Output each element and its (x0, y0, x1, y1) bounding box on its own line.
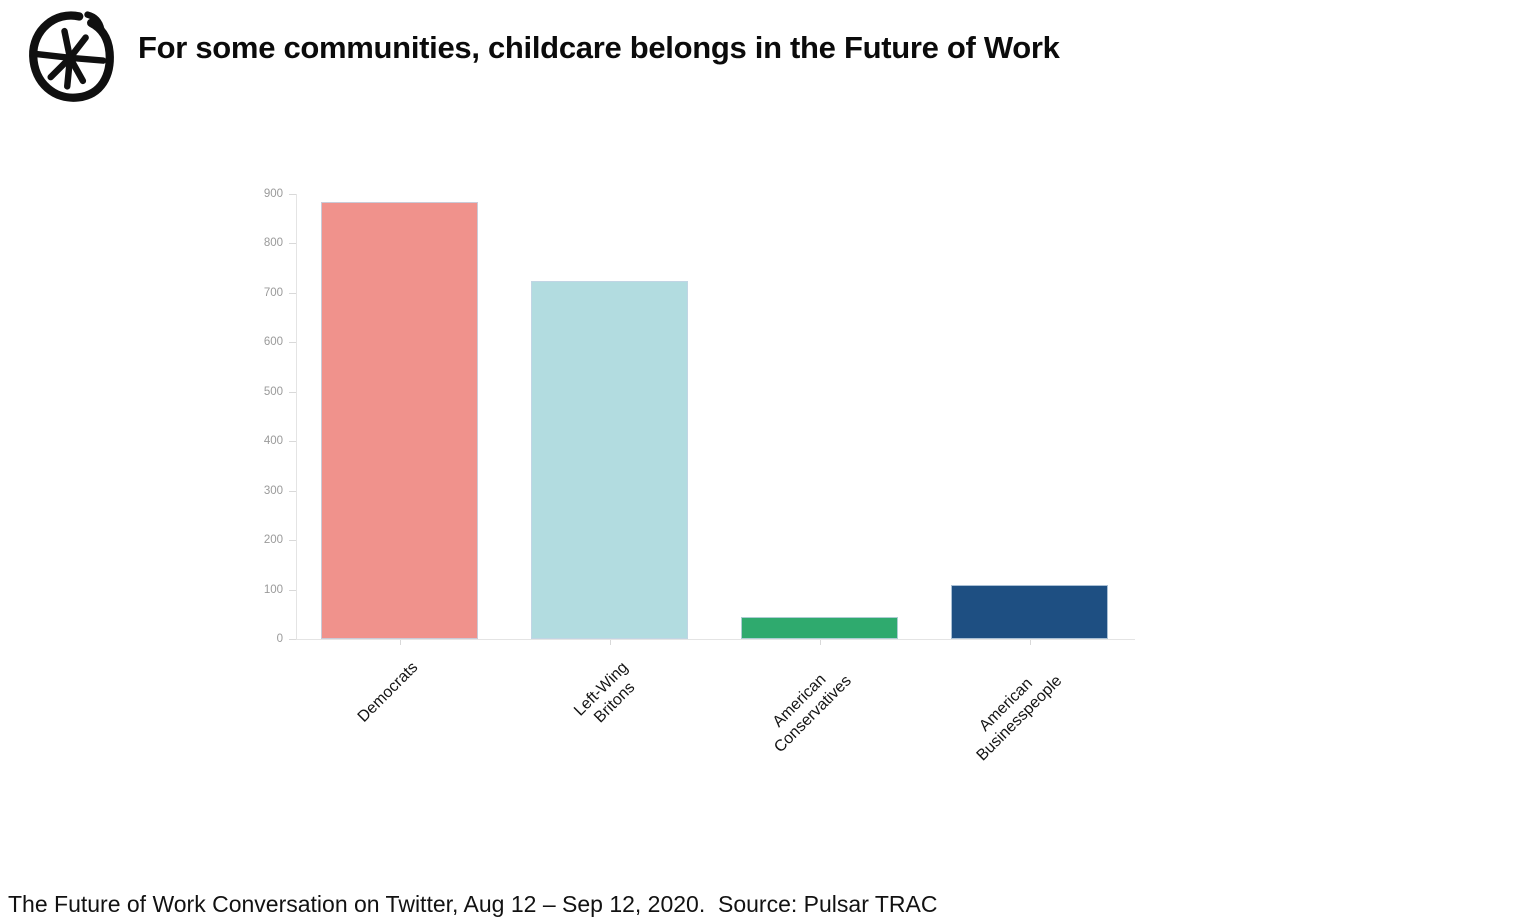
x-axis-tick-democrats (399, 640, 401, 645)
x-axis-label-american-conservatives: American Conservatives (769, 670, 855, 757)
y-axis-tick-700 (289, 292, 296, 294)
x-axis-tick-american-businesspeople (1029, 640, 1031, 645)
y-axis-tick-500 (289, 391, 296, 393)
y-axis-line (296, 194, 297, 639)
bar-american-businesspeople (951, 585, 1108, 639)
bar-american-conservatives (741, 617, 898, 639)
y-axis-tick-300 (289, 490, 296, 492)
y-axis-tick-200 (289, 540, 296, 542)
y-axis-label-300: 300 (263, 484, 283, 497)
pulsar-logo (29, 11, 114, 102)
y-axis-label-700: 700 (263, 286, 283, 299)
x-axis-label-left-wing-britons: Left-Wing Britons (571, 659, 639, 727)
y-axis-tick-600 (289, 342, 296, 344)
y-axis-label-900: 900 (263, 188, 283, 200)
y-axis-label-0: 0 (276, 633, 283, 645)
y-axis-label-600: 600 (263, 336, 283, 349)
y-axis-label-100: 100 (263, 583, 283, 596)
x-axis-tick-american-conservatives (819, 640, 821, 645)
x-axis-label-democrats: Democrats (354, 659, 422, 726)
y-axis-tick-900 (289, 194, 296, 195)
y-axis-label-400: 400 (263, 435, 283, 448)
y-axis-label-200: 200 (263, 534, 283, 547)
y-axis-tick-400 (289, 441, 296, 443)
y-axis-tick-0 (289, 639, 296, 640)
bar-left-wing-britons (531, 281, 688, 639)
header: For some communities, childcare belongs … (0, 0, 1536, 110)
x-axis-tick-left-wing-britons (609, 640, 611, 645)
source-caption: The Future of Work Conversation on Twitt… (8, 891, 938, 917)
y-axis-label-500: 500 (263, 385, 283, 398)
x-axis-line (296, 639, 1135, 640)
y-axis-label-800: 800 (263, 237, 283, 250)
chart-title: For some communities, childcare belongs … (138, 30, 1060, 65)
bar-democrats (321, 202, 478, 639)
y-axis-tick-100 (289, 589, 296, 591)
x-axis-label-american-businesspeople: American Businesspeople (972, 672, 1065, 765)
y-axis-tick-800 (289, 243, 296, 245)
